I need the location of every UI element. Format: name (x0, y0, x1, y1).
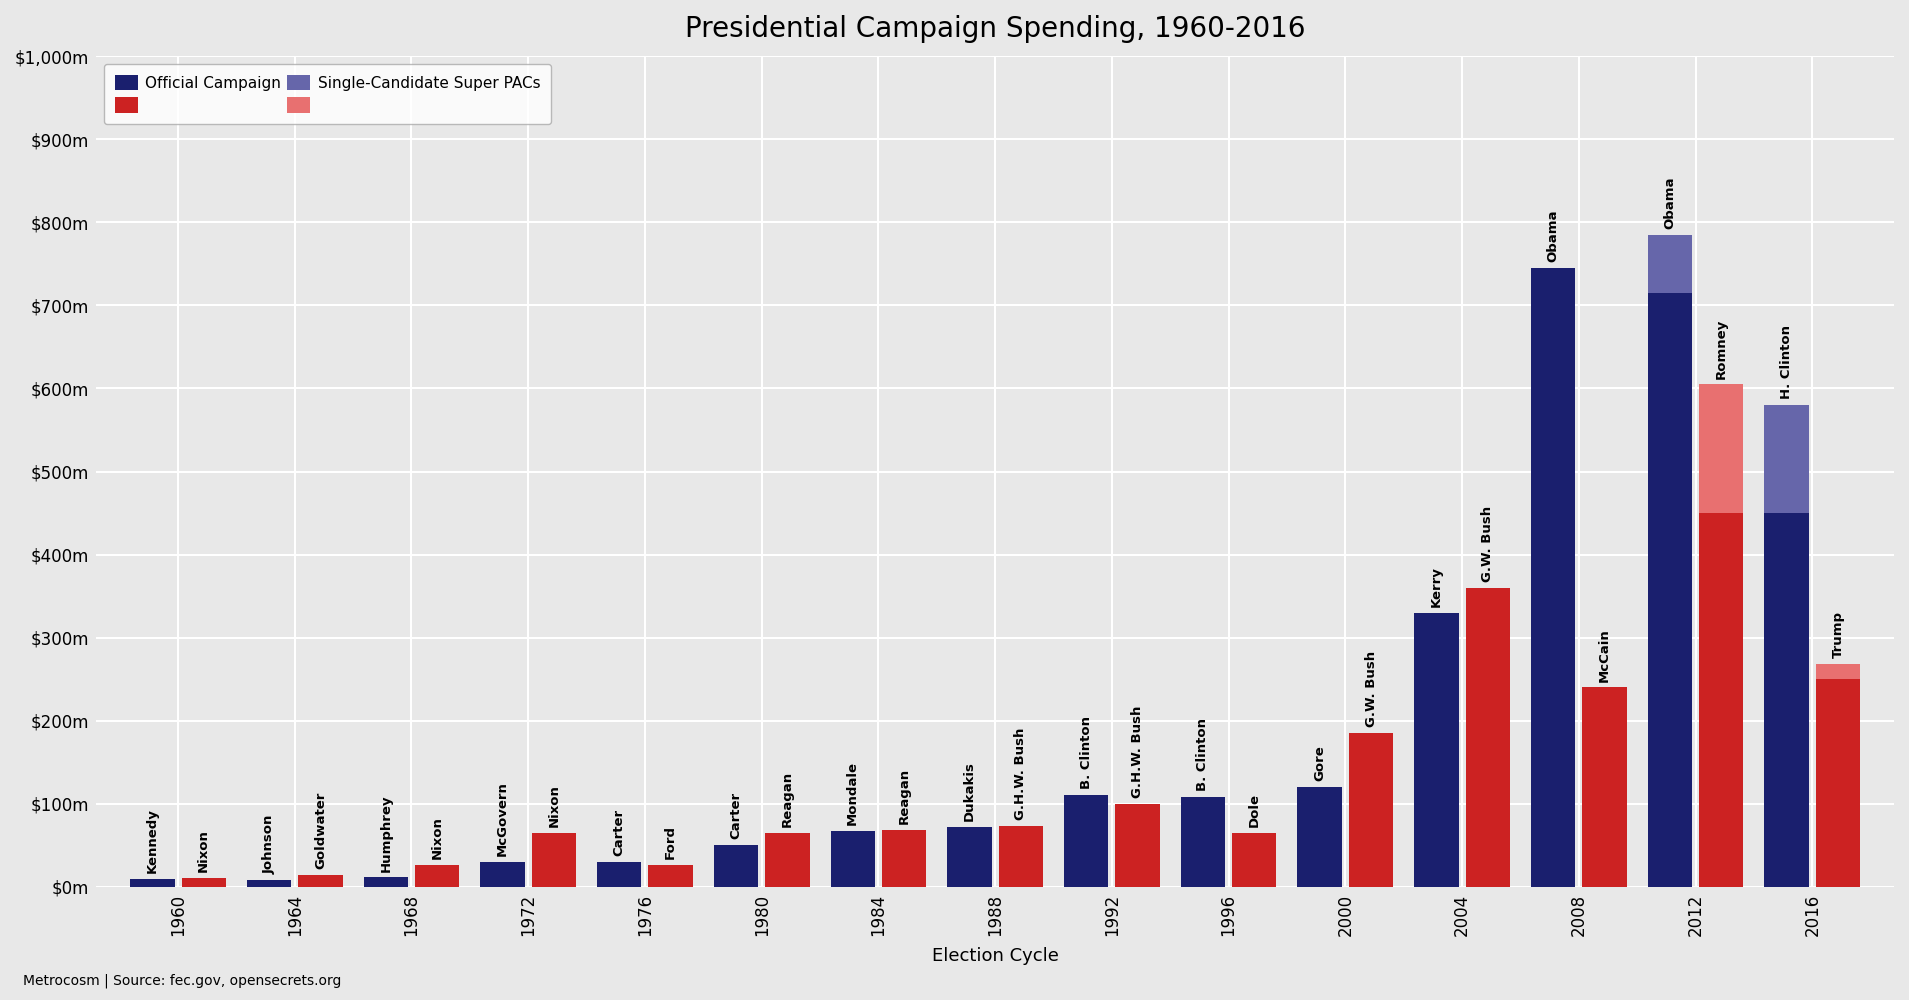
Bar (298, 875, 342, 887)
Text: Metrocosm | Source: fec.gov, opensecrets.org: Metrocosm | Source: fec.gov, opensecrets… (23, 974, 342, 988)
Bar (649, 865, 693, 887)
Bar (1298, 787, 1342, 887)
Text: Kerry: Kerry (1430, 566, 1443, 607)
Bar (1466, 588, 1510, 887)
Title: Presidential Campaign Spending, 1960-2016: Presidential Campaign Spending, 1960-201… (685, 15, 1306, 43)
Bar (1115, 804, 1161, 887)
Text: Carter: Carter (613, 809, 626, 856)
Text: Ford: Ford (664, 825, 678, 859)
Text: Nixon: Nixon (197, 830, 210, 872)
Text: McCain: McCain (1598, 628, 1611, 682)
Bar (181, 878, 225, 887)
Text: G.W. Bush: G.W. Bush (1481, 506, 1495, 582)
Text: McGovern: McGovern (496, 781, 510, 856)
Text: Reagan: Reagan (897, 768, 911, 824)
Text: Johnson: Johnson (263, 815, 275, 874)
Text: Nixon: Nixon (548, 784, 561, 827)
Text: B. Clinton: B. Clinton (1197, 718, 1210, 791)
Text: Nixon: Nixon (431, 816, 443, 859)
Text: Gore: Gore (1313, 745, 1327, 781)
Text: Trump: Trump (1831, 611, 1844, 658)
X-axis label: Election Cycle: Election Cycle (932, 947, 1059, 965)
Bar (998, 826, 1042, 887)
Bar (1231, 833, 1277, 887)
Bar (130, 879, 174, 887)
Bar (533, 833, 577, 887)
Bar (363, 877, 409, 887)
Text: Obama: Obama (1663, 177, 1676, 229)
Text: Dole: Dole (1248, 793, 1260, 827)
Legend: Official Campaign, , Single-Candidate Super PACs, : Official Campaign, , Single-Candidate Su… (103, 64, 552, 124)
Text: G.H.W. Bush: G.H.W. Bush (1014, 728, 1027, 820)
Text: Carter: Carter (729, 792, 743, 839)
Bar (1699, 513, 1743, 887)
Text: G.H.W. Bush: G.H.W. Bush (1130, 705, 1143, 798)
Bar (714, 845, 758, 887)
Bar (1647, 235, 1691, 293)
Bar (1699, 384, 1743, 513)
Bar (1647, 293, 1691, 887)
Text: Mondale: Mondale (846, 761, 859, 825)
Text: Goldwater: Goldwater (313, 792, 326, 869)
Text: G.W. Bush: G.W. Bush (1365, 651, 1378, 727)
Text: Obama: Obama (1546, 210, 1560, 262)
Bar (766, 833, 809, 887)
Bar (246, 880, 292, 887)
Bar (1531, 268, 1575, 887)
Bar (830, 831, 874, 887)
Bar (1583, 687, 1626, 887)
Text: Romney: Romney (1714, 318, 1728, 379)
Bar (1063, 795, 1109, 887)
Text: B. Clinton: B. Clinton (1080, 716, 1092, 789)
Text: Kennedy: Kennedy (145, 808, 158, 873)
Bar (1415, 613, 1458, 887)
Bar (481, 862, 525, 887)
Bar (1764, 405, 1810, 513)
Bar (1764, 513, 1810, 887)
Text: Reagan: Reagan (781, 771, 794, 827)
Text: Humphrey: Humphrey (380, 794, 393, 872)
Bar (414, 865, 460, 887)
Text: Dukakis: Dukakis (962, 761, 975, 821)
Bar (1815, 664, 1859, 679)
Bar (1350, 733, 1394, 887)
Bar (1182, 797, 1226, 887)
Text: H. Clinton: H. Clinton (1779, 325, 1793, 399)
Bar (598, 862, 641, 887)
Bar (1815, 679, 1859, 887)
Bar (882, 830, 926, 887)
Bar (947, 827, 991, 887)
